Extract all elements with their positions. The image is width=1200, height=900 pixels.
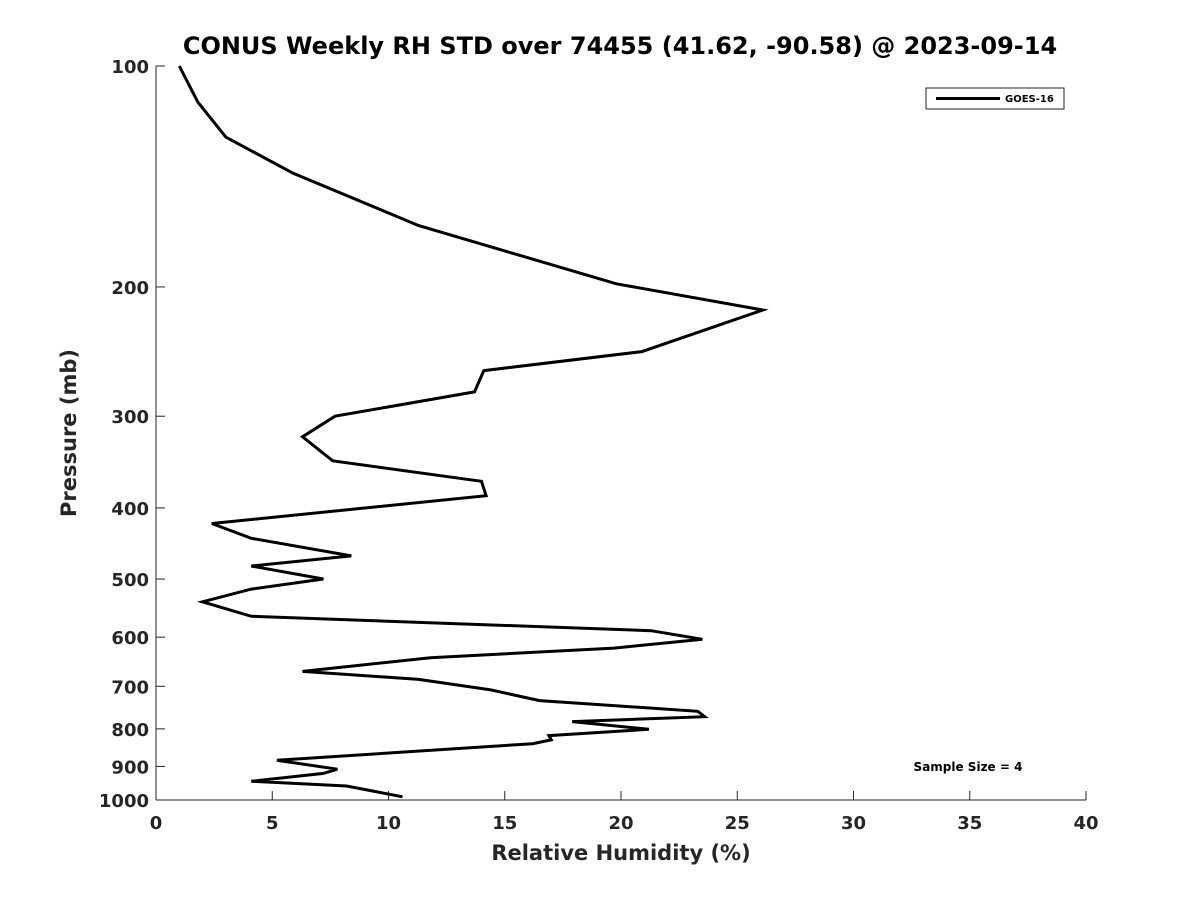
x-tick-label: 30 <box>841 813 866 834</box>
sample-size-annotation: Sample Size = 4 <box>914 760 1023 774</box>
chart-title: CONUS Weekly RH STD over 74455 (41.62, -… <box>183 32 1057 60</box>
y-tick-label: 700 <box>111 677 149 698</box>
y-tick-label: 1000 <box>99 791 149 812</box>
x-tick-label: 40 <box>1073 813 1098 834</box>
x-tick-label: 20 <box>608 813 633 834</box>
x-tick-label: 0 <box>150 813 163 834</box>
x-tick-label: 5 <box>266 813 279 834</box>
series-group <box>177 65 769 799</box>
series-line-goes16 <box>177 65 769 799</box>
y-tick-label: 800 <box>111 720 149 741</box>
x-axis-label: Relative Humidity (%) <box>491 841 750 865</box>
y-tick-label: 300 <box>111 407 149 428</box>
y-tick-label: 400 <box>111 499 149 520</box>
x-tick-label: 35 <box>957 813 982 834</box>
x-tick-label: 25 <box>725 813 750 834</box>
y-axis-label: Pressure (mb) <box>57 349 81 517</box>
x-axis-ticks: 0 5 10 15 20 25 30 35 40 <box>150 791 1099 834</box>
y-tick-label: 600 <box>111 628 149 649</box>
x-tick-label: 15 <box>492 813 517 834</box>
y-tick-label: 100 <box>111 57 149 78</box>
legend: GOES-16 <box>925 87 1065 110</box>
y-tick-label: 900 <box>111 757 149 778</box>
x-tick-label: 10 <box>376 813 401 834</box>
y-axis-ticks: 100 200 300 400 500 600 700 800 900 1000 <box>99 57 165 812</box>
y-tick-label: 500 <box>111 570 149 591</box>
y-tick-label: 200 <box>111 278 149 299</box>
legend-label-goes16: GOES-16 <box>1005 94 1054 105</box>
